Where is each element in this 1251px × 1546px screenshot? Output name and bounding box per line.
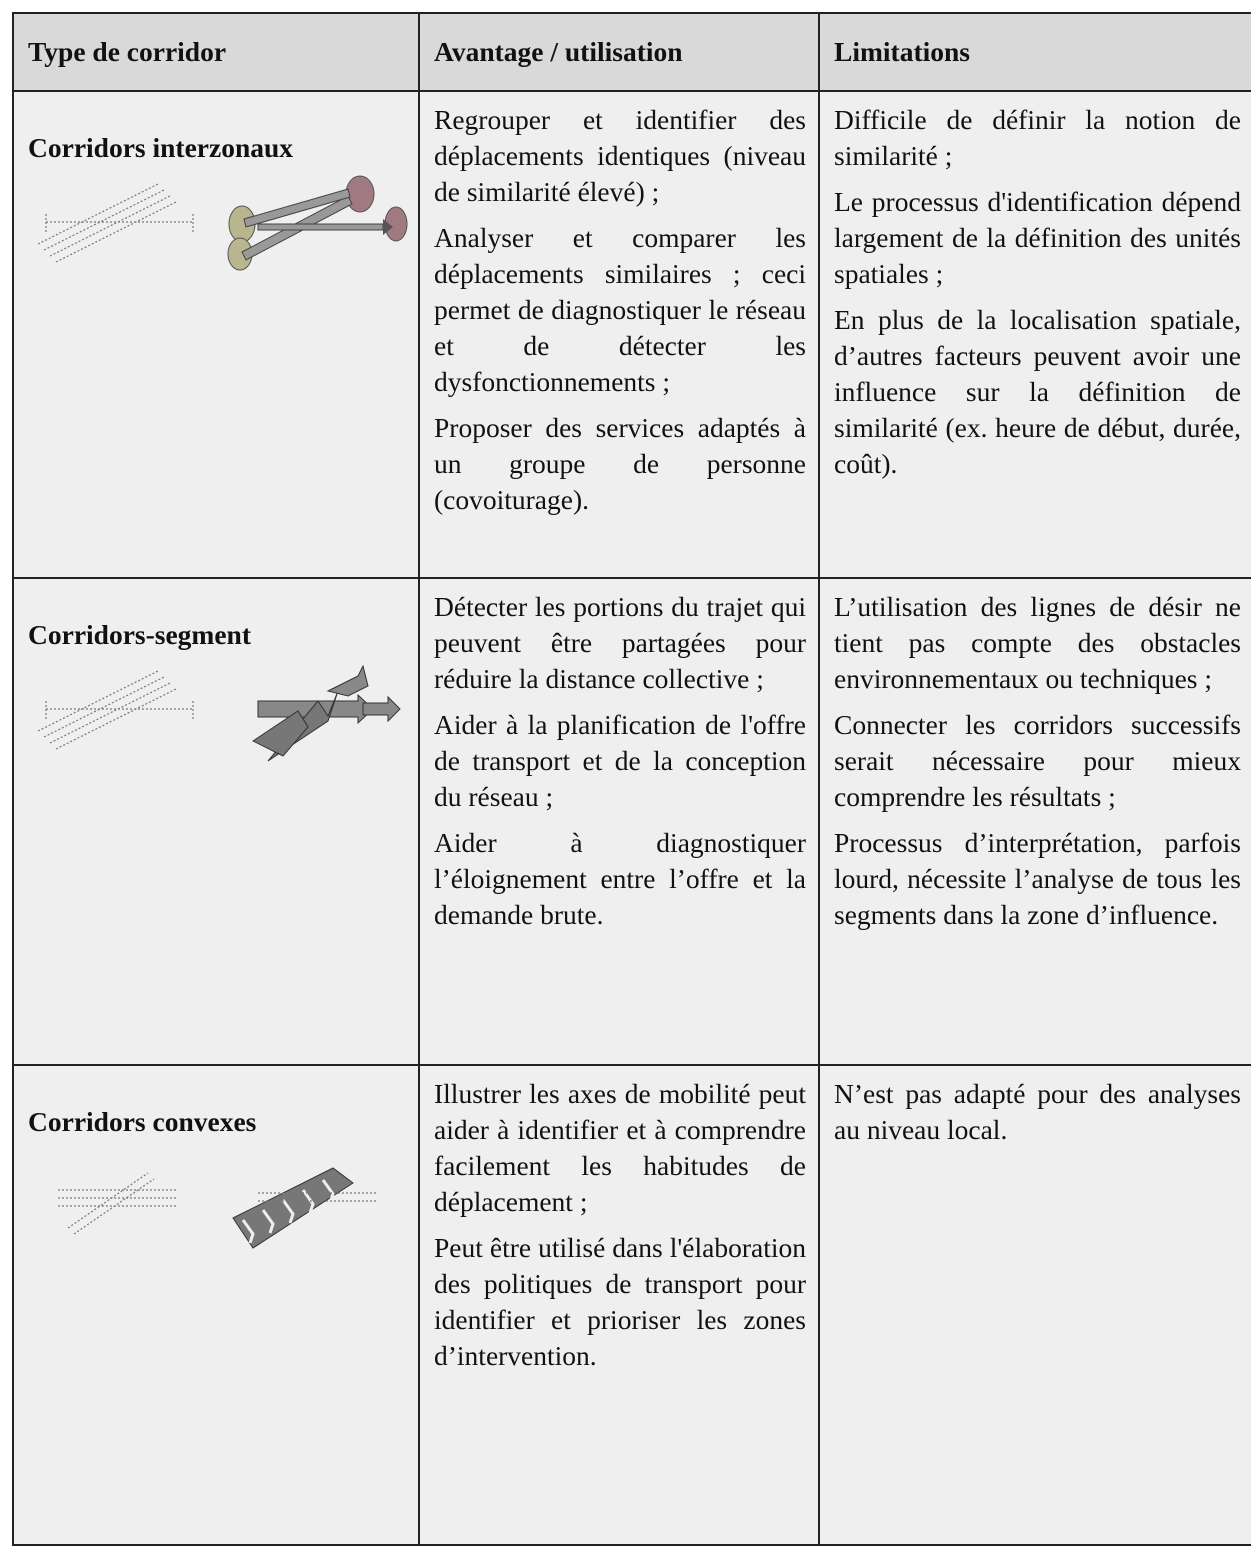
column-header: Type de corridor: [12, 12, 420, 92]
advantage: Analyser et comparer les déplacements si…: [434, 222, 806, 397]
column-header: Limitations: [818, 12, 1251, 92]
limitation: Le processus d'identification dépend lar…: [834, 186, 1241, 289]
corridor-type: Corridors-segment: [28, 619, 251, 650]
header-row: Type de corridor Avantage / utilisation Li…: [12, 12, 1251, 92]
column-header: Avantage / utilisation: [418, 12, 820, 92]
convex-illustration: [58, 1167, 378, 1249]
advantages-cell: Regrouper et identifier des déplacements…: [418, 90, 820, 579]
limitation: Processus d’interprétation, parfois lour…: [834, 827, 1241, 930]
advantage: Proposer des services adaptés à un group…: [434, 412, 806, 515]
segment-illustration: [37, 664, 401, 762]
advantages-cell: Illustrer les axes de mobilité peut aide…: [418, 1064, 820, 1546]
corridor-type: Corridors convexes: [28, 1106, 257, 1137]
corridor-type: Corridors interzonaux: [28, 132, 294, 163]
limitation: Connecter les corridors successifs serai…: [834, 709, 1241, 812]
limitation: En plus de la localisation spatiale, d’a…: [834, 304, 1241, 479]
interzonal-illustration: [37, 175, 408, 271]
limitations-cell: Difficile de définir la notion de simila…: [818, 90, 1251, 579]
advantage: Regrouper et identifier des déplacements…: [434, 104, 806, 207]
advantages-cell: Détecter les portions du trajet qui peuv…: [418, 577, 820, 1066]
table-row: Corridors interzonaux Regrouper et ident…: [12, 90, 1251, 579]
limitation: N’est pas adapté pour des analyses au ni…: [834, 1078, 1241, 1145]
advantage: Peut être utilisé dans l'élaboration des…: [434, 1232, 806, 1371]
table-row: Corridors-segment Détecter les portions …: [12, 577, 1251, 1066]
type-cell: Corridors convexes: [12, 1064, 420, 1546]
limitation: L’utilisation des lignes de désir ne tie…: [834, 591, 1241, 694]
limitations-cell: L’utilisation des lignes de désir ne tie…: [818, 577, 1251, 1066]
advantage: Illustrer les axes de mobilité peut aide…: [434, 1078, 806, 1217]
limitations-cell: N’est pas adapté pour des analyses au ni…: [818, 1064, 1251, 1546]
type-cell: Corridors-segment: [12, 577, 420, 1066]
advantage: Aider à la planification de l'offre de t…: [434, 709, 806, 812]
advantage: Aider à diagnostiquer l’éloignement entr…: [434, 827, 806, 930]
type-cell: Corridors interzonaux: [12, 90, 420, 579]
table-body: Corridors interzonaux Regrouper et ident…: [12, 90, 1251, 1546]
corridor-table: Type de corridor Avantage / utilisation Li…: [12, 12, 1251, 1546]
limitation: Difficile de définir la notion de simila…: [834, 104, 1241, 171]
table-row: Corridors convexes Illustrer les axes de…: [12, 1064, 1251, 1546]
advantage: Détecter les portions du trajet qui peuv…: [434, 591, 806, 694]
